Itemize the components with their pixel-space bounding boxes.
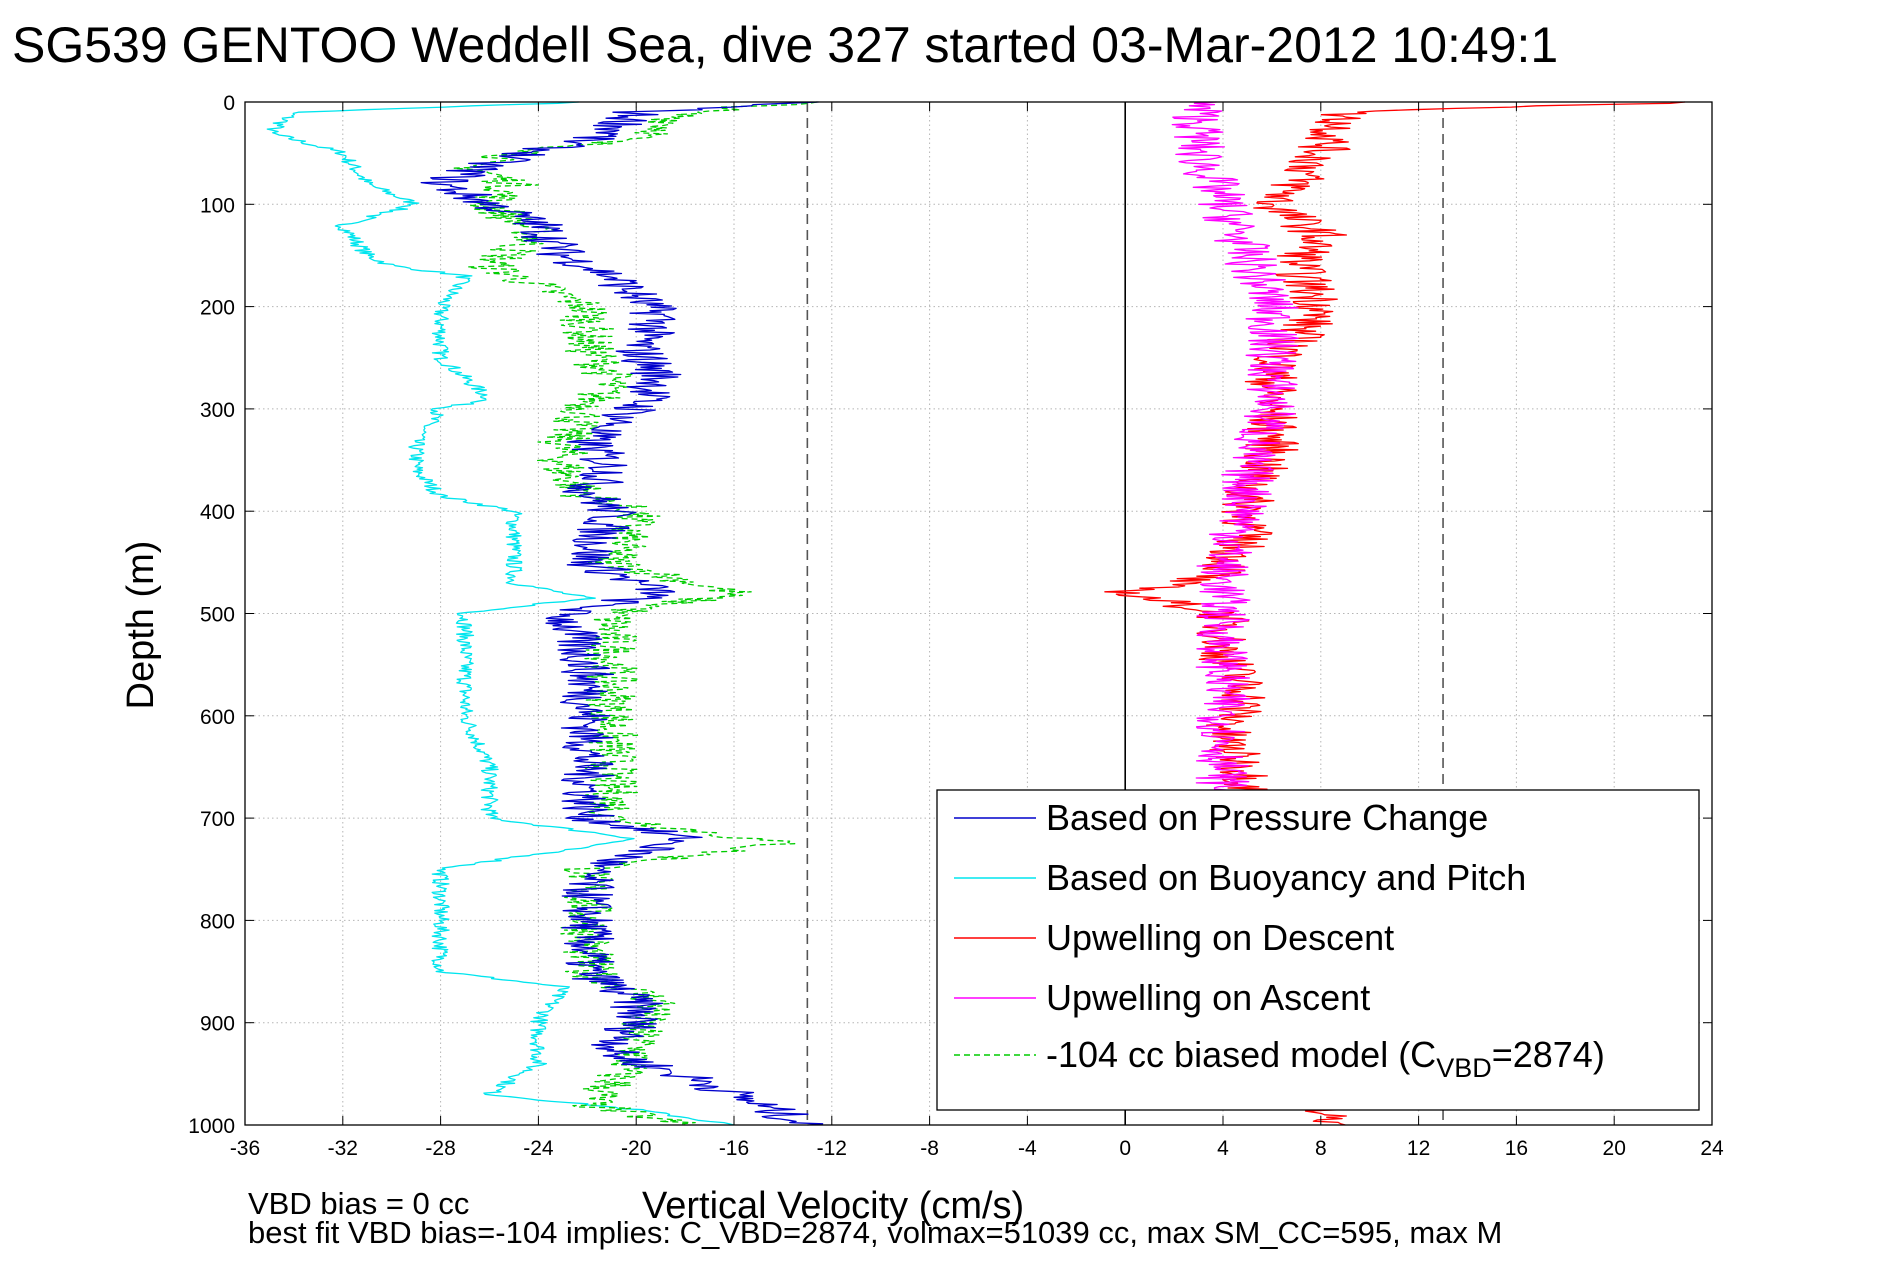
legend-label-main: Upwelling on Descent xyxy=(1046,917,1394,958)
legend-label-main: -104 cc biased model (C xyxy=(1046,1034,1436,1075)
x-tick-label: 4 xyxy=(1217,1137,1229,1160)
x-axis-ticks: -36 -32 -28 -24 -20 -16 -12 -8 -4 0 4 8 12 16 20 24 xyxy=(230,102,1724,1160)
legend-box xyxy=(936,789,1700,1111)
legend-label-main: Based on Pressure Change xyxy=(1046,797,1488,838)
x-tick-label: -8 xyxy=(920,1137,939,1160)
y-tick-label: 600 xyxy=(200,706,235,729)
legend-label-2: Upwelling on Descent xyxy=(1046,917,1394,958)
legend: Based on Pressure Change Based on Buoyanc… xyxy=(936,789,1700,1111)
x-tick-label: 24 xyxy=(1700,1137,1724,1160)
y-tick-label: 400 xyxy=(200,501,235,524)
legend-label-3: Upwelling on Ascent xyxy=(1046,977,1370,1018)
y-tick-label: 1000 xyxy=(188,1115,235,1138)
y-axis-label: Depth (m) xyxy=(120,541,162,710)
series-line-1 xyxy=(266,101,735,1126)
y-tick-label: 700 xyxy=(200,808,235,831)
footer-bias-note: VBD bias = 0 cc xyxy=(248,1186,469,1221)
series-layer xyxy=(266,101,1686,1126)
legend-label-subscript: VBD xyxy=(1436,1053,1492,1083)
y-tick-label: 300 xyxy=(200,399,235,422)
legend-label-4: -104 cc biased model (CVBD=2874) xyxy=(1046,1034,1605,1083)
legend-label-tail: =2874) xyxy=(1492,1034,1605,1075)
y-tick-label: 0 xyxy=(223,92,235,115)
x-tick-label: -4 xyxy=(1018,1137,1037,1160)
x-tick-label: 16 xyxy=(1505,1137,1528,1160)
legend-label-1: Based on Buoyancy and Pitch xyxy=(1046,857,1526,898)
x-tick-label: -36 xyxy=(230,1137,260,1160)
x-tick-label: -20 xyxy=(621,1137,651,1160)
x-tick-label: -16 xyxy=(719,1137,749,1160)
x-tick-label: 0 xyxy=(1119,1137,1131,1160)
x-axis-label: Vertical Velocity (cm/s) xyxy=(642,1185,1024,1227)
legend-label-main: Based on Buoyancy and Pitch xyxy=(1046,857,1526,898)
y-axis-ticks: 0 100 200 300 400 500 600 700 800 900 1000 xyxy=(188,92,1712,1138)
x-tick-label: -12 xyxy=(817,1137,847,1160)
footer-best-fit-note: best fit VBD bias=-104 implies: C_VBD=28… xyxy=(248,1215,1502,1250)
x-tick-label: -24 xyxy=(523,1137,554,1160)
y-tick-label: 100 xyxy=(200,194,235,217)
chart-title: SG539 GENTOO Weddell Sea, dive 327 start… xyxy=(12,17,1558,73)
x-tick-label: 12 xyxy=(1407,1137,1430,1160)
legend-label-main: Upwelling on Ascent xyxy=(1046,977,1370,1018)
series-line-0 xyxy=(420,101,824,1126)
x-tick-label: -32 xyxy=(328,1137,358,1160)
y-tick-label: 500 xyxy=(200,604,235,627)
y-tick-label: 200 xyxy=(200,297,235,320)
x-tick-label: -28 xyxy=(425,1137,455,1160)
series-line-4 xyxy=(452,101,818,1126)
x-tick-label: 8 xyxy=(1315,1137,1327,1160)
y-tick-label: 900 xyxy=(200,1013,235,1036)
legend-items: Based on Pressure Change Based on Buoyanc… xyxy=(954,797,1605,1083)
y-tick-label: 800 xyxy=(200,910,235,933)
series-line-3 xyxy=(1171,101,1299,799)
legend-label-0: Based on Pressure Change xyxy=(1046,797,1488,838)
x-tick-label: 20 xyxy=(1603,1137,1626,1160)
